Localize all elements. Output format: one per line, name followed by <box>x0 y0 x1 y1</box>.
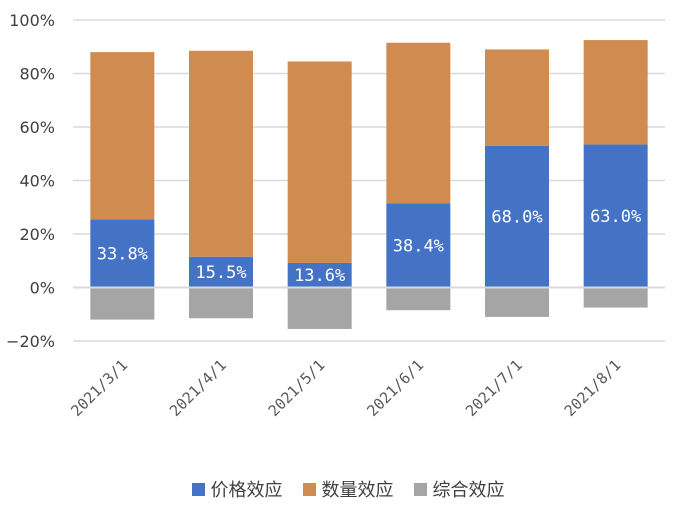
price-effect-bar <box>287 262 352 288</box>
y-tick-label: 80% <box>19 65 55 84</box>
legend-label-price-effect: 价格效应 <box>210 480 283 501</box>
y-tick-label: 100% <box>9 11 55 30</box>
y-tick-label: 0% <box>30 279 55 298</box>
y-tick-label: 40% <box>19 172 55 191</box>
data-label: 15.5% <box>195 263 246 283</box>
data-labels: 33.8% 15.5% 13.6% 38.4% 68.0% 63.0% <box>97 207 642 286</box>
price-effect-bar <box>583 144 648 288</box>
gridlines <box>73 19 665 342</box>
combined-effect-bar <box>189 287 253 319</box>
y-tick-label: 60% <box>19 118 55 137</box>
y-tick-label: −20% <box>6 332 55 351</box>
legend-label-quantity-effect: 数量效应 <box>321 480 394 501</box>
legend-item-combined-effect: 综合效应 <box>413 476 505 502</box>
combined-effect-bar <box>287 287 352 329</box>
combined-effect-bar <box>386 287 451 311</box>
combined-effect-bar <box>90 287 155 320</box>
data-label: 13.6% <box>294 266 345 286</box>
legend-swatch-quantity-effect <box>302 482 316 496</box>
legend: 价格效应 数量效应 综合效应 <box>0 474 696 504</box>
bars <box>73 40 665 329</box>
x-tick-label: 2021/3/1 <box>67 356 131 420</box>
legend-swatch-combined-effect <box>413 482 427 496</box>
y-axis-tick-labels: 100% 80% 60% 40% 20% 0% −20% <box>6 11 55 351</box>
combined-effect-bar <box>583 287 648 308</box>
data-label: 38.4% <box>393 236 444 256</box>
price-effect-bar <box>90 219 155 288</box>
x-tick-label: 2021/5/1 <box>265 356 329 420</box>
x-tick-label: 2021/6/1 <box>363 356 427 420</box>
quantity-effect-bar <box>189 50 253 257</box>
quantity-effect-bar <box>485 49 549 146</box>
x-tick-label: 2021/4/1 <box>166 356 230 420</box>
x-tick-label: 2021/8/1 <box>561 356 625 420</box>
y-tick-label: 20% <box>19 225 55 244</box>
price-effect-bar <box>386 203 451 288</box>
data-label: 33.8% <box>97 244 148 264</box>
data-label: 68.0% <box>491 208 542 228</box>
quantity-effect-bar <box>287 61 352 263</box>
price-effect-bar <box>189 256 253 288</box>
legend-label-combined-effect: 综合效应 <box>432 480 505 501</box>
quantity-effect-bar <box>90 52 155 220</box>
x-tick-label: 2021/7/1 <box>462 356 526 420</box>
combined-effect-bar <box>485 287 549 317</box>
legend-swatch-price-effect <box>191 482 205 496</box>
price-effect-bar <box>485 145 549 288</box>
data-label: 63.0% <box>590 207 641 227</box>
quantity-effect-bar <box>386 42 451 204</box>
legend-item-quantity-effect: 数量效应 <box>302 476 394 502</box>
legend-item-price-effect: 价格效应 <box>191 476 283 502</box>
x-axis-tick-labels: 2021/3/1 2021/4/1 2021/5/1 2021/6/1 2021/7/1… <box>67 356 624 420</box>
quantity-effect-bar <box>583 40 648 145</box>
